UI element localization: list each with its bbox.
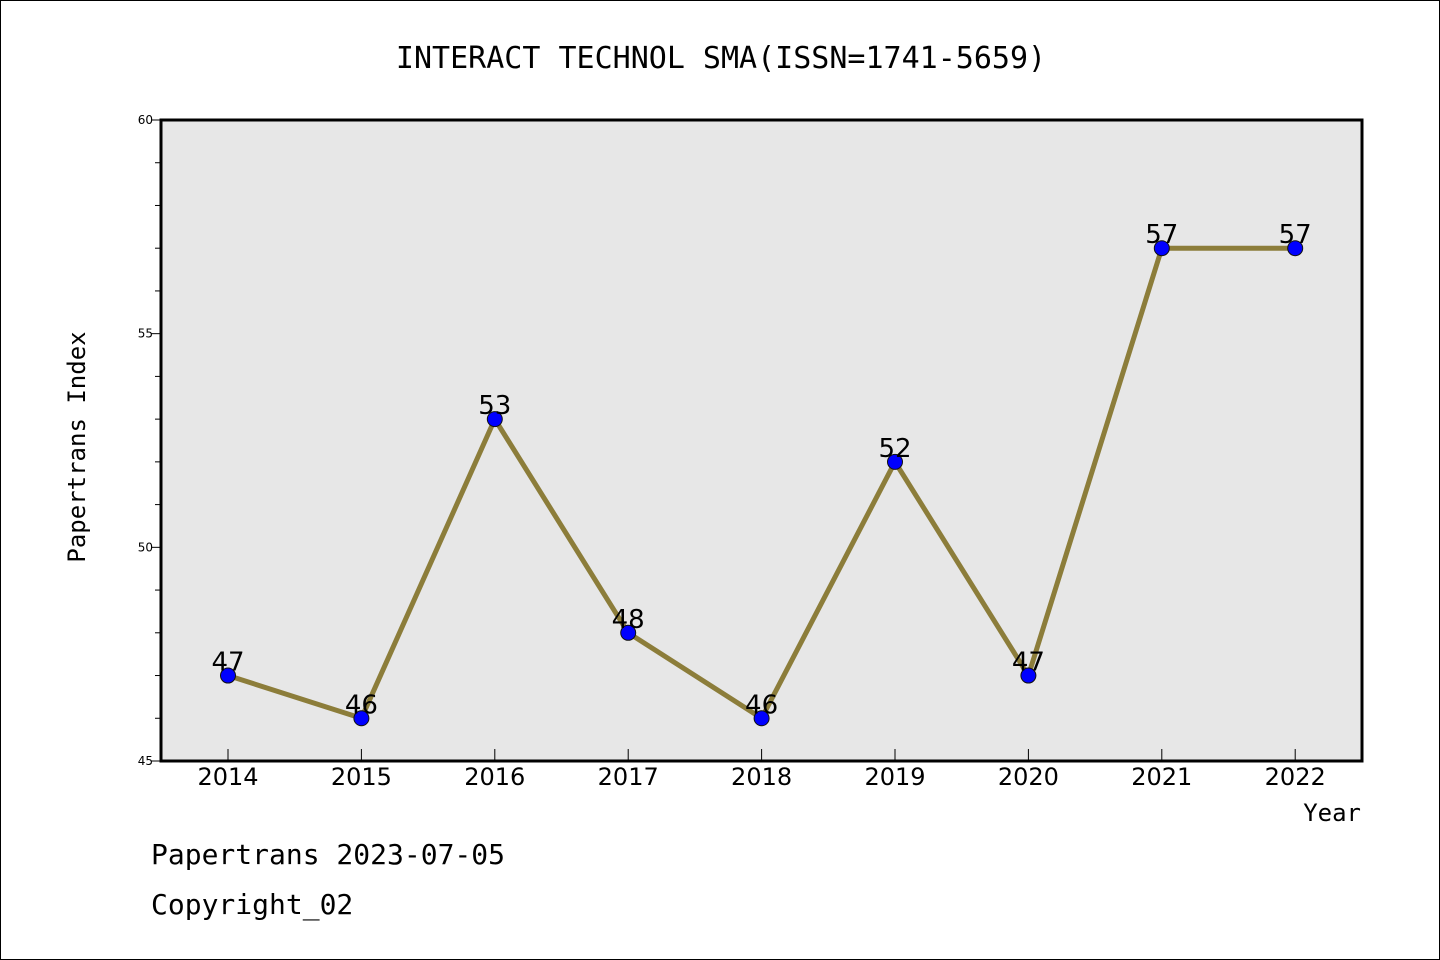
y-tick-label: 50 [138,540,153,554]
x-tick-label: 2021 [1131,763,1192,791]
x-tick-label: 2016 [464,763,525,791]
data-label: 47 [211,648,244,678]
data-point [353,710,370,727]
data-label: 46 [345,690,378,720]
y-axis-label: Papertrans Index [63,331,91,562]
x-tick-label: 2019 [864,763,925,791]
y-axis-ticks [151,119,161,762]
footer-date: Papertrans 2023-07-05 [151,838,505,871]
x-axis-tick-labels: 2014 2015 2016 2017 2018 2019 2020 2021 2022 [197,763,1325,791]
data-label: 48 [612,605,645,635]
data-point [887,453,903,470]
data-label: 57 [1145,220,1178,250]
x-tick-label: 2015 [331,763,392,791]
x-tick-label: 2017 [598,763,659,791]
data-point [753,710,770,727]
data-point [1153,240,1170,257]
x-tick-label: 2014 [197,763,258,791]
data-point [486,411,503,428]
x-tick-label: 2022 [1265,763,1326,791]
chart-title: INTERACT TECHNOL SMA(ISSN=1741-5659) [396,41,1046,76]
y-tick-label: 60 [138,113,153,127]
data-point [220,667,236,684]
y-tick-label: 45 [138,754,153,768]
data-point [1020,667,1037,684]
y-axis-tick-labels: 45 50 55 60 [138,113,153,768]
data-label: 46 [745,690,778,720]
x-axis-label: Year [1303,799,1361,827]
x-tick-label: 2018 [731,763,792,791]
data-label: 57 [1279,220,1312,250]
data-label: 53 [478,391,511,421]
x-tick-label: 2020 [998,763,1059,791]
footer-copyright: Copyright_02 [151,888,353,922]
series-layer: 47 46 53 48 46 52 47 57 57 [211,220,1312,727]
x-axis-ticks [227,749,1296,761]
data-label: 47 [1012,648,1045,678]
data-point [620,624,637,641]
y-tick-label: 55 [138,327,153,341]
data-point [1287,240,1304,257]
plot-area [159,118,1364,763]
data-label: 52 [878,434,911,464]
